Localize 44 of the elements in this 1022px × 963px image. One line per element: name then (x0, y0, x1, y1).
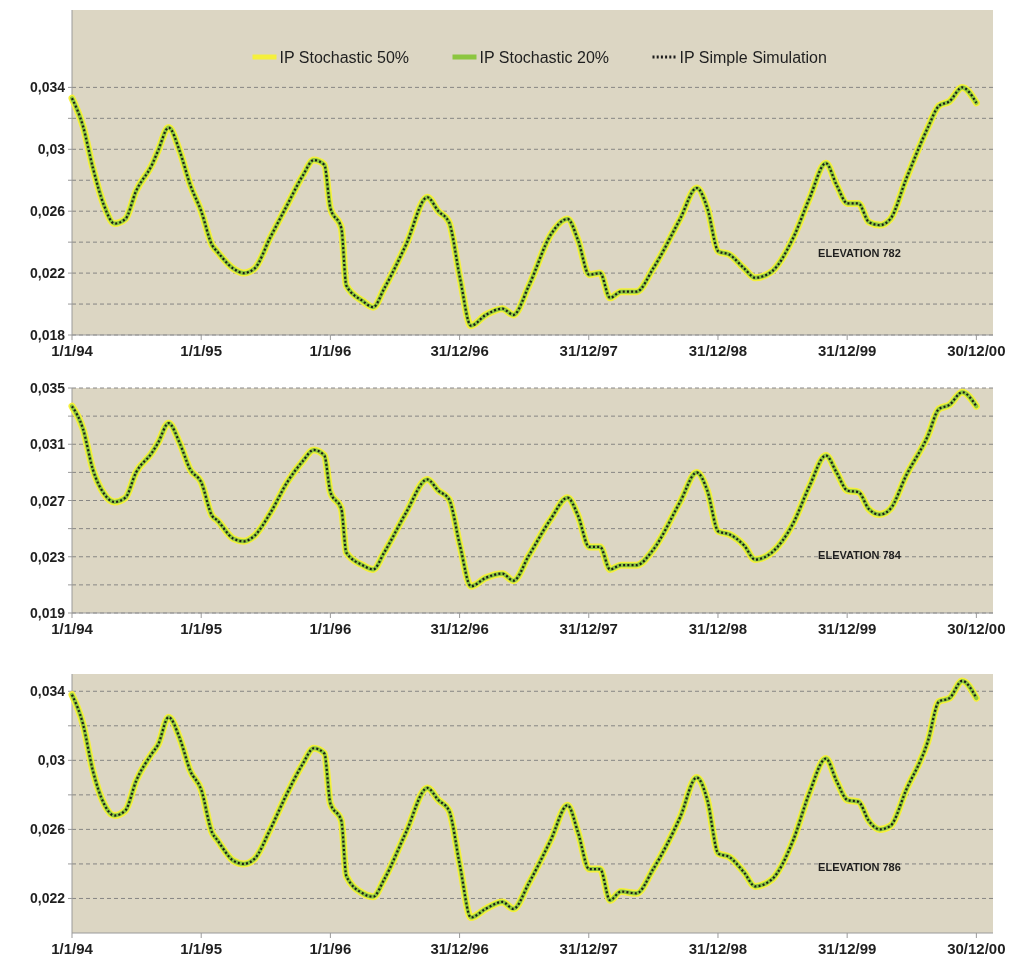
x-tick-label: 31/12/96 (430, 620, 489, 637)
y-tick-label: 0,022 (29, 890, 66, 907)
x-tick-label: 31/12/97 (559, 940, 618, 957)
y-tick-label: 0,031 (29, 436, 66, 453)
x-tick-label: 1/1/94 (51, 940, 94, 957)
x-tick-label: 30/12/00 (947, 620, 1006, 637)
x-tick-label: 1/1/96 (309, 940, 352, 957)
x-tick-label: 31/12/98 (688, 940, 748, 957)
y-tick-label: 0,019 (29, 605, 66, 621)
x-tick-label: 31/12/98 (688, 620, 748, 637)
annotation: ELEVATION 786 (818, 860, 901, 873)
y-tick-label: 0,034 (29, 683, 66, 700)
y-tick-label: 0,026 (29, 203, 66, 220)
x-tick-label: 31/12/97 (559, 342, 618, 359)
legend-label: IP Simple Simulation (679, 49, 827, 66)
x-tick-label: 31/12/99 (817, 940, 877, 957)
y-tick-label: 0,034 (29, 79, 66, 96)
y-tick-label: 0,03 (37, 752, 66, 769)
x-tick-label: 31/12/97 (559, 620, 618, 637)
legend-label: IP Stochastic 50% (279, 49, 410, 66)
x-tick-label: 1/1/95 (180, 940, 223, 957)
y-tick-label: 0,03 (37, 141, 66, 158)
legend-label: IP Stochastic 20% (479, 49, 610, 66)
x-tick-label: 30/12/00 (947, 940, 1006, 957)
x-tick-label: 31/12/98 (688, 342, 748, 359)
x-tick-label: 1/1/96 (309, 342, 352, 359)
x-tick-label: 1/1/94 (51, 620, 94, 637)
x-tick-label: 31/12/99 (817, 342, 877, 359)
y-tick-label: 0,035 (29, 380, 66, 396)
x-tick-label: 31/12/96 (430, 342, 489, 359)
x-tick-label: 1/1/95 (180, 342, 223, 359)
x-tick-label: 30/12/00 (947, 342, 1006, 359)
x-tick-label: 1/1/95 (180, 620, 223, 637)
y-tick-label: 0,023 (29, 548, 66, 565)
x-tick-label: 31/12/96 (430, 940, 489, 957)
y-tick-label: 0,022 (29, 265, 66, 282)
x-tick-label: 31/12/99 (817, 620, 877, 637)
y-tick-label: 0,018 (29, 327, 66, 343)
annotation: ELEVATION 784 (818, 549, 902, 561)
annotation: ELEVATION 782 (818, 247, 901, 259)
x-tick-label: 1/1/94 (51, 342, 94, 359)
y-tick-label: 0,027 (29, 492, 66, 509)
x-tick-label: 1/1/96 (309, 620, 352, 637)
y-tick-label: 0,026 (29, 821, 66, 838)
